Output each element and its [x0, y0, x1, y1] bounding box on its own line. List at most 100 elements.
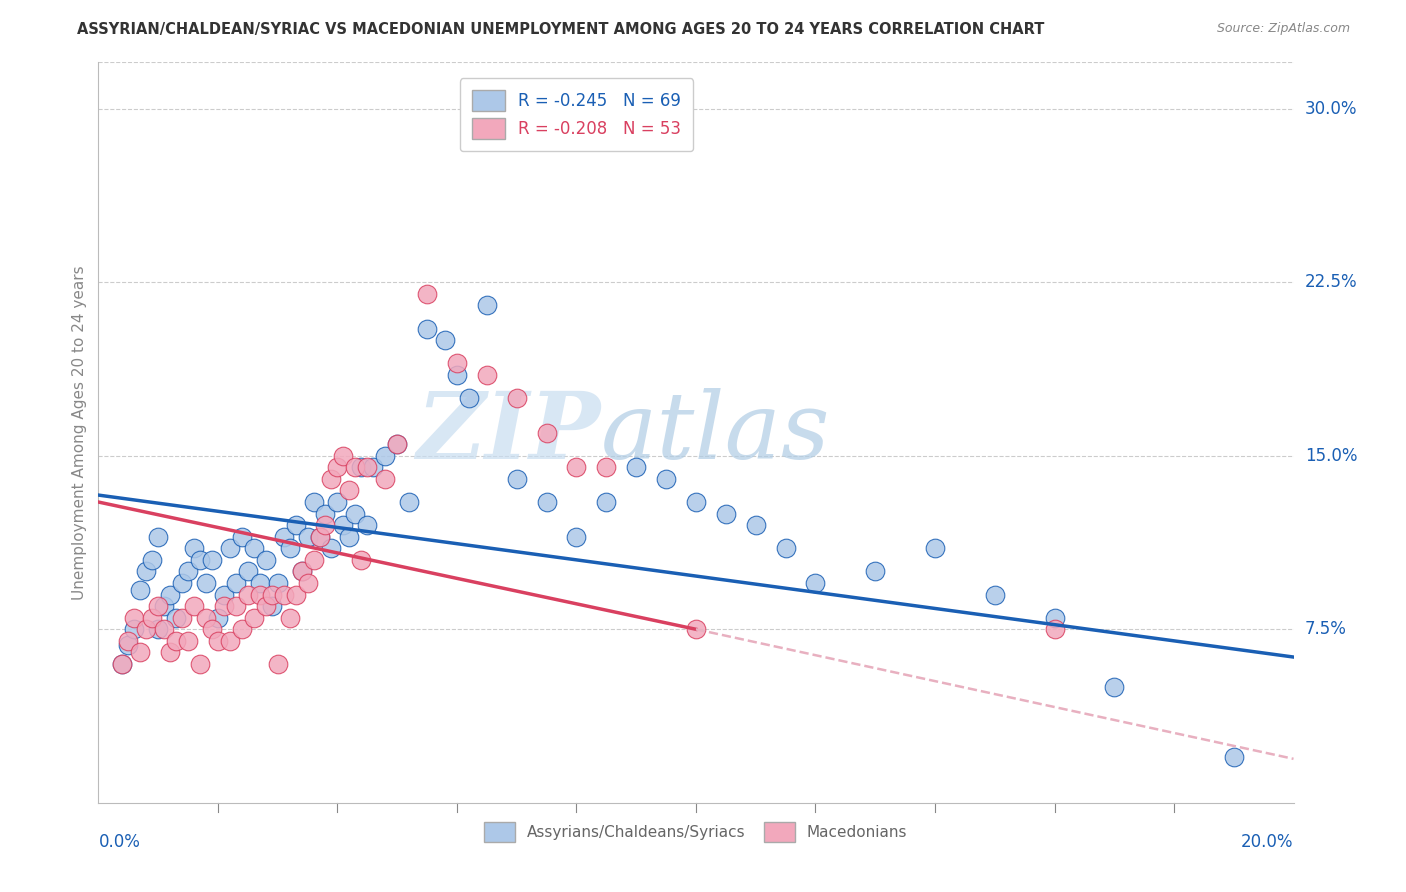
Point [565, 460, 588, 475]
Point [201, 622, 224, 636]
Point [475, 298, 498, 312]
Point [326, 495, 349, 509]
Point [129, 582, 152, 597]
Point [356, 460, 378, 475]
Point [148, 599, 170, 614]
Point [291, 565, 314, 579]
Point [321, 472, 343, 486]
Point [326, 460, 349, 475]
Point [172, 610, 194, 624]
Point [225, 576, 247, 591]
Point [339, 530, 361, 544]
Point [129, 645, 152, 659]
Point [267, 657, 290, 671]
Point [775, 541, 797, 556]
Point [124, 610, 146, 624]
Point [506, 391, 529, 405]
Point [172, 576, 194, 591]
Point [924, 541, 946, 556]
Point [254, 599, 277, 614]
Point [278, 541, 301, 556]
Point [243, 541, 266, 556]
Point [685, 495, 707, 509]
Text: 15.0%: 15.0% [1305, 447, 1357, 465]
Point [225, 599, 247, 614]
Point [273, 588, 295, 602]
Point [165, 610, 187, 624]
Point [177, 633, 200, 648]
Point [714, 507, 737, 521]
Point [332, 449, 354, 463]
Point [243, 610, 266, 624]
Point [416, 321, 439, 335]
Point [236, 565, 259, 579]
Point [141, 553, 163, 567]
Text: 30.0%: 30.0% [1305, 100, 1357, 118]
Text: 0.0%: 0.0% [98, 833, 141, 851]
Point [207, 610, 229, 624]
Point [385, 437, 409, 451]
Point [124, 622, 146, 636]
Point [177, 565, 200, 579]
Point [195, 610, 218, 624]
Text: atlas: atlas [600, 388, 830, 477]
Point [475, 368, 498, 382]
Point [685, 622, 707, 636]
Point [374, 449, 396, 463]
Point [195, 576, 218, 591]
Point [595, 495, 617, 509]
Point [201, 553, 224, 567]
Point [111, 657, 134, 671]
Text: 20.0%: 20.0% [1241, 833, 1294, 851]
Point [153, 599, 176, 614]
Point [183, 599, 205, 614]
Point [135, 622, 157, 636]
Point [159, 588, 181, 602]
Point [655, 472, 678, 486]
Point [1223, 749, 1246, 764]
Point [188, 553, 211, 567]
Legend: Assyrians/Chaldeans/Syriacs, Macedonians: Assyrians/Chaldeans/Syriacs, Macedonians [475, 813, 917, 851]
Point [565, 530, 588, 544]
Point [284, 588, 307, 602]
Point [350, 460, 373, 475]
Point [332, 518, 354, 533]
Point [135, 565, 157, 579]
Point [536, 425, 558, 440]
Point [117, 639, 139, 653]
Point [536, 495, 558, 509]
Point [745, 518, 768, 533]
Point [183, 541, 205, 556]
Point [207, 633, 229, 648]
Point [344, 507, 367, 521]
Point [356, 518, 378, 533]
Point [446, 356, 468, 370]
Point [1104, 680, 1126, 694]
Point [1043, 622, 1066, 636]
Point [236, 588, 259, 602]
Point [302, 495, 325, 509]
Point [219, 633, 242, 648]
Point [344, 460, 367, 475]
Point [308, 530, 330, 544]
Point [416, 286, 439, 301]
Point [363, 460, 385, 475]
Point [254, 553, 277, 567]
Point [315, 507, 337, 521]
Point [148, 622, 170, 636]
Y-axis label: Unemployment Among Ages 20 to 24 years: Unemployment Among Ages 20 to 24 years [72, 265, 87, 600]
Point [446, 368, 468, 382]
Text: Source: ZipAtlas.com: Source: ZipAtlas.com [1216, 22, 1350, 36]
Point [165, 633, 187, 648]
Point [865, 565, 887, 579]
Text: 7.5%: 7.5% [1305, 620, 1347, 639]
Point [148, 530, 170, 544]
Point [141, 610, 163, 624]
Point [249, 576, 271, 591]
Text: ZIP: ZIP [416, 388, 600, 477]
Text: 22.5%: 22.5% [1305, 273, 1357, 291]
Point [297, 576, 319, 591]
Point [117, 633, 139, 648]
Point [350, 553, 373, 567]
Text: ASSYRIAN/CHALDEAN/SYRIAC VS MACEDONIAN UNEMPLOYMENT AMONG AGES 20 TO 24 YEARS CO: ASSYRIAN/CHALDEAN/SYRIAC VS MACEDONIAN U… [77, 22, 1045, 37]
